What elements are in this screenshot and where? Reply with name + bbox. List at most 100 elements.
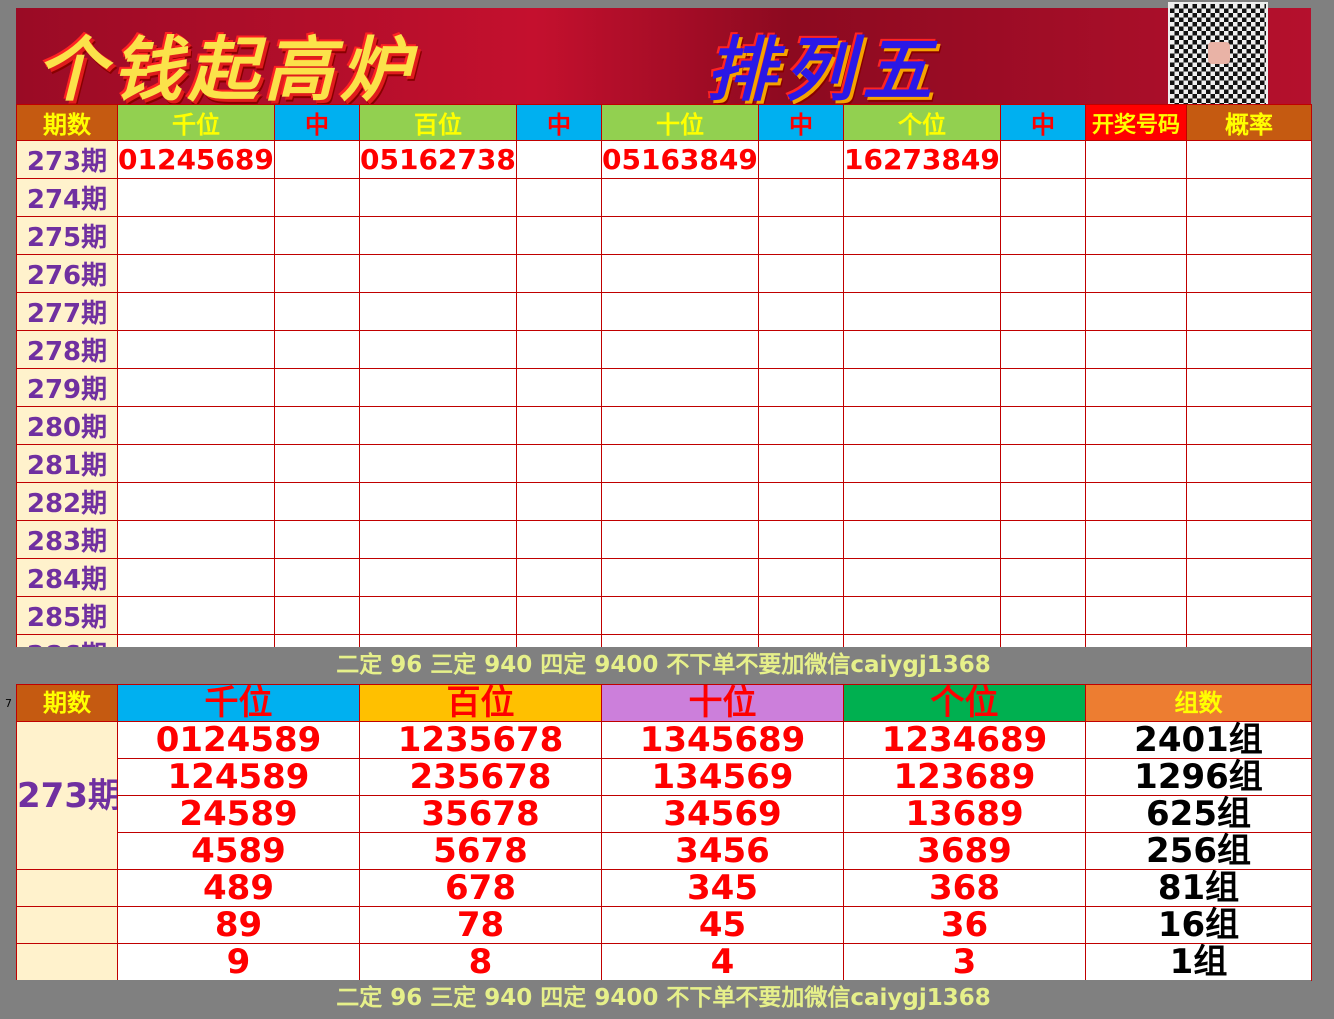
value-cell[interactable] — [516, 444, 602, 483]
value-cell[interactable] — [1000, 444, 1086, 483]
value-cell[interactable] — [758, 368, 844, 407]
group-count-cell[interactable]: 16组 — [1085, 906, 1312, 944]
value-cell[interactable] — [117, 178, 275, 217]
value-cell[interactable] — [1000, 596, 1086, 635]
number-cell[interactable]: 78 — [359, 906, 602, 944]
value-cell[interactable] — [601, 558, 759, 597]
value-cell[interactable] — [843, 444, 1001, 483]
value-cell[interactable] — [1000, 558, 1086, 597]
value-cell[interactable] — [1085, 330, 1187, 369]
value-cell[interactable] — [274, 178, 360, 217]
number-cell[interactable]: 5678 — [359, 832, 602, 870]
value-cell[interactable] — [117, 482, 275, 521]
number-cell[interactable]: 134569 — [601, 758, 844, 796]
value-cell[interactable] — [758, 330, 844, 369]
value-cell[interactable] — [1085, 140, 1187, 179]
value-cell[interactable] — [1186, 140, 1312, 179]
value-cell[interactable] — [117, 368, 275, 407]
value-cell[interactable] — [1000, 482, 1086, 521]
value-cell[interactable] — [758, 482, 844, 521]
value-cell[interactable] — [516, 254, 602, 293]
value-cell[interactable] — [1186, 368, 1312, 407]
number-cell[interactable]: 34569 — [601, 795, 844, 833]
value-cell[interactable] — [601, 482, 759, 521]
number-cell[interactable]: 345 — [601, 869, 844, 907]
value-cell[interactable] — [516, 178, 602, 217]
number-cell[interactable]: 8 — [359, 943, 602, 981]
group-count-cell[interactable]: 1296组 — [1085, 758, 1312, 796]
value-cell[interactable] — [274, 520, 360, 559]
value-cell[interactable] — [1085, 406, 1187, 445]
value-cell[interactable] — [843, 216, 1001, 255]
value-cell[interactable] — [1186, 558, 1312, 597]
value-cell[interactable]: 01245689 — [117, 140, 275, 179]
number-cell[interactable]: 1345689 — [601, 721, 844, 759]
value-cell[interactable] — [758, 140, 844, 179]
value-cell[interactable]: 16273849 — [843, 140, 1001, 179]
value-cell[interactable] — [1085, 254, 1187, 293]
number-cell[interactable]: 678 — [359, 869, 602, 907]
number-cell[interactable]: 0124589 — [117, 721, 360, 759]
value-cell[interactable] — [274, 406, 360, 445]
value-cell[interactable] — [601, 330, 759, 369]
value-cell[interactable] — [274, 292, 360, 331]
number-cell[interactable]: 4589 — [117, 832, 360, 870]
number-cell[interactable]: 3689 — [843, 832, 1086, 870]
value-cell[interactable] — [758, 254, 844, 293]
value-cell[interactable] — [117, 406, 275, 445]
number-cell[interactable]: 4 — [601, 943, 844, 981]
value-cell[interactable] — [601, 254, 759, 293]
value-cell[interactable] — [601, 596, 759, 635]
value-cell[interactable] — [843, 558, 1001, 597]
value-cell[interactable] — [758, 444, 844, 483]
value-cell[interactable] — [274, 444, 360, 483]
value-cell[interactable] — [359, 254, 517, 293]
value-cell[interactable] — [758, 406, 844, 445]
value-cell[interactable] — [359, 406, 517, 445]
value-cell[interactable] — [843, 178, 1001, 217]
value-cell[interactable] — [359, 596, 517, 635]
value-cell[interactable] — [117, 520, 275, 559]
value-cell[interactable] — [1085, 482, 1187, 521]
value-cell[interactable] — [516, 216, 602, 255]
value-cell[interactable] — [601, 368, 759, 407]
value-cell[interactable] — [601, 178, 759, 217]
number-cell[interactable]: 13689 — [843, 795, 1086, 833]
value-cell[interactable] — [843, 482, 1001, 521]
value-cell[interactable] — [758, 558, 844, 597]
value-cell[interactable] — [1000, 140, 1086, 179]
value-cell[interactable] — [516, 406, 602, 445]
value-cell[interactable] — [1186, 596, 1312, 635]
number-cell[interactable]: 36 — [843, 906, 1086, 944]
value-cell[interactable] — [601, 292, 759, 331]
number-cell[interactable]: 368 — [843, 869, 1086, 907]
value-cell[interactable] — [601, 444, 759, 483]
number-cell[interactable]: 1234689 — [843, 721, 1086, 759]
value-cell[interactable] — [516, 596, 602, 635]
value-cell[interactable] — [1000, 406, 1086, 445]
value-cell[interactable] — [274, 558, 360, 597]
value-cell[interactable] — [843, 406, 1001, 445]
value-cell[interactable] — [1000, 216, 1086, 255]
value-cell[interactable] — [1186, 292, 1312, 331]
number-cell[interactable]: 45 — [601, 906, 844, 944]
value-cell[interactable] — [758, 520, 844, 559]
value-cell[interactable] — [601, 406, 759, 445]
value-cell[interactable] — [117, 330, 275, 369]
value-cell[interactable] — [843, 330, 1001, 369]
value-cell[interactable] — [516, 482, 602, 521]
number-cell[interactable]: 9 — [117, 943, 360, 981]
number-cell[interactable]: 123689 — [843, 758, 1086, 796]
number-cell[interactable]: 89 — [117, 906, 360, 944]
value-cell[interactable] — [1186, 178, 1312, 217]
value-cell[interactable] — [359, 368, 517, 407]
value-cell[interactable] — [117, 254, 275, 293]
value-cell[interactable] — [359, 216, 517, 255]
value-cell[interactable] — [843, 596, 1001, 635]
value-cell[interactable] — [274, 330, 360, 369]
group-count-cell[interactable]: 256组 — [1085, 832, 1312, 870]
number-cell[interactable]: 3456 — [601, 832, 844, 870]
value-cell[interactable] — [1085, 292, 1187, 331]
value-cell[interactable] — [1000, 520, 1086, 559]
value-cell[interactable] — [843, 292, 1001, 331]
